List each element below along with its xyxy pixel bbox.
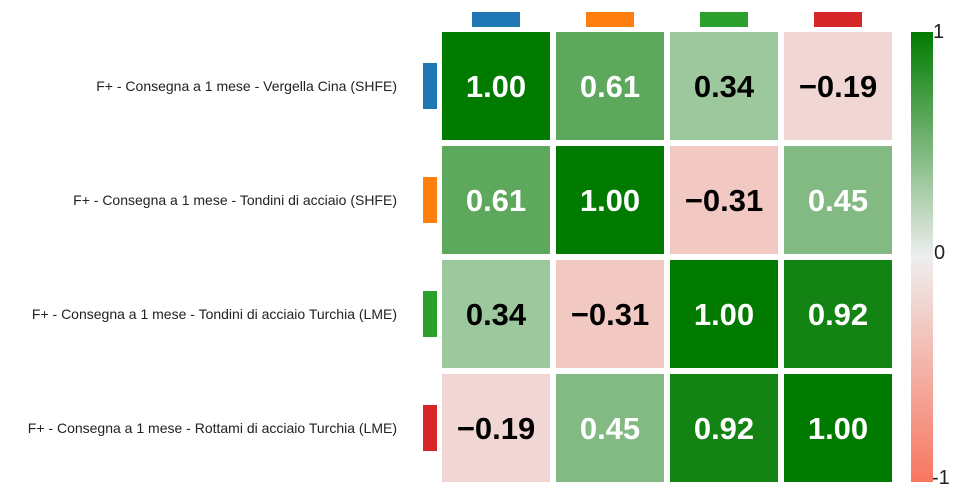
cell-value-label: 0.92 [808,297,868,332]
cell-value-label: 1.00 [466,69,526,104]
row-label: F+ - Consegna a 1 mese - Vergella Cina (… [96,78,397,94]
row-label: F+ - Consegna a 1 mese - Rottami di acci… [28,420,397,436]
cell-value-label: 0.45 [808,183,868,218]
heatmap-cell [784,374,892,482]
heatmap-cell [556,146,664,254]
heatmap-cell [670,374,778,482]
column-marker-4 [814,12,862,27]
row-labels: F+ - Consegna a 1 mese - Vergella Cina (… [28,78,397,436]
row-label: F+ - Consegna a 1 mese - Tondini di acci… [73,192,397,208]
cell-value-label: 0.45 [580,411,640,446]
row-marker-2 [423,177,437,223]
cell-value-label: 0.34 [466,297,527,332]
heatmap-cell [442,32,550,140]
colorbar-tick-zero: 0 [934,242,945,264]
row-marker-1 [423,63,437,109]
colorbar-tick-max: 1 [933,21,944,43]
column-marker-3 [700,12,748,27]
colorbar-tick-min: -1 [932,467,950,489]
cell-value-label: 0.34 [694,69,755,104]
row-marker-4 [423,405,437,451]
cell-value-label: −0.19 [457,411,535,446]
heatmap-cell [556,32,664,140]
heatmap-cell [556,260,664,368]
cell-value-label: 1.00 [580,183,640,218]
colorbar-gradient [911,32,933,482]
cell-value-label: 0.61 [466,183,526,218]
cell-value-label: 0.92 [694,411,754,446]
heatmap-cells: 1.00 0.61 0.34 −0.19 0.61 1.00 −0.31 0.45 0.34 −0… [442,32,892,482]
heatmap-cell [784,32,892,140]
column-marker-2 [586,12,634,27]
colorbar: 1 0 -1 [911,21,950,489]
column-color-markers [472,12,862,27]
row-color-markers [423,63,437,451]
cell-value-label: 1.00 [808,411,868,446]
heatmap-cell [784,146,892,254]
cell-value-label: 1.00 [694,297,754,332]
heatmap-cell [784,260,892,368]
heatmap-cell [442,146,550,254]
heatmap-cell [670,32,778,140]
heatmap-cell [670,146,778,254]
column-marker-1 [472,12,520,27]
heatmap-cell [442,374,550,482]
heatmap-cell [670,260,778,368]
cell-value-label: −0.31 [571,297,649,332]
cell-value-label: −0.31 [685,183,763,218]
row-label: F+ - Consegna a 1 mese - Tondini di acci… [32,306,397,322]
heatmap-cell [556,374,664,482]
cell-value-label: −0.19 [799,69,877,104]
row-marker-3 [423,291,437,337]
heatmap-cell [442,260,550,368]
cell-value-label: 0.61 [580,69,640,104]
